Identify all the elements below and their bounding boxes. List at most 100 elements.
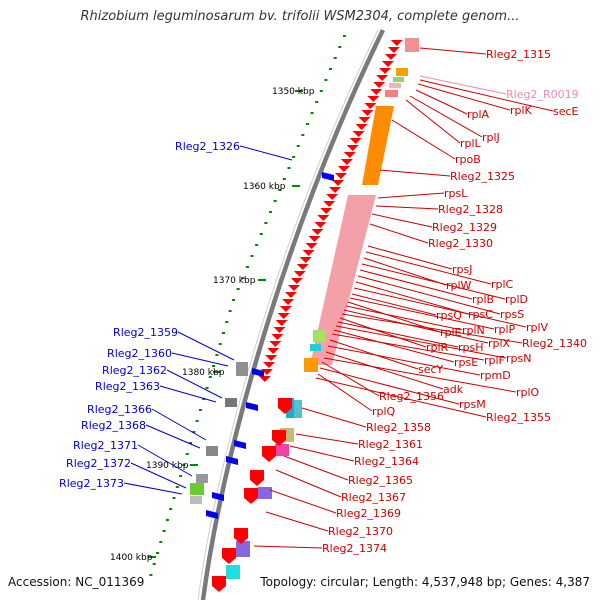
gene-label[interactable]: rpsJ [452, 263, 472, 276]
gene-label[interactable]: Rleg2_1364 [354, 455, 419, 468]
scale-tick-label: 1370 kbp [213, 276, 256, 286]
scale-dot [245, 266, 249, 268]
scale-dot [278, 189, 282, 191]
scale-tick [258, 279, 266, 281]
forward-gene-arrow [311, 229, 324, 235]
feature-block [196, 474, 208, 483]
gene-label[interactable]: rplB [472, 293, 494, 306]
label-connector [371, 213, 433, 228]
scale-dot [292, 156, 296, 158]
label-connector [323, 357, 517, 393]
gene-label[interactable]: rplO [516, 386, 540, 399]
label-connector [341, 313, 523, 344]
gene-label[interactable]: Rleg2_1373 [59, 477, 124, 490]
gene-label[interactable]: Rleg2_1361 [358, 438, 423, 451]
gene-label[interactable]: secY [418, 363, 444, 376]
gene-label[interactable]: Rleg2_1372 [66, 457, 131, 470]
label-connector [171, 352, 229, 367]
gene-label[interactable]: rplK [510, 104, 533, 117]
gene-label[interactable]: rpoB [455, 153, 481, 166]
scale-dot [301, 134, 305, 136]
scale-tick-label: 1360 kbp [243, 182, 286, 192]
gene-label[interactable]: rplV [526, 321, 549, 334]
gene-label[interactable]: Rleg2_1370 [328, 525, 393, 538]
scale-tick-label: 1400 kbp [110, 553, 153, 563]
forward-gene-arrow [346, 145, 359, 151]
gene-label[interactable]: rpmD [480, 369, 511, 382]
scale-dot [287, 167, 291, 169]
forward-gene-arrow [296, 264, 309, 270]
gene-label[interactable]: rplA [467, 108, 490, 121]
gene-label[interactable]: Rleg2_1329 [432, 221, 497, 234]
gene-label[interactable]: rplE [440, 326, 462, 339]
feature-block [206, 446, 218, 456]
gene-label[interactable]: rplC [491, 278, 514, 291]
gene-label[interactable]: rplQ [372, 405, 396, 418]
gene-label[interactable]: Rleg2_1356 [379, 390, 444, 403]
gene-label[interactable]: Rleg2_1315 [486, 48, 551, 61]
gene-label[interactable]: rpsE [454, 356, 478, 369]
gene-label[interactable]: rpsS [500, 308, 524, 321]
gene-label[interactable]: Rleg2_1328 [438, 203, 503, 216]
forward-gene-arrow [326, 194, 339, 200]
reverse-gene-arrow [212, 492, 224, 501]
feature-block [304, 358, 318, 372]
gene-label[interactable]: Rleg2_1330 [428, 237, 493, 250]
scale-dot [255, 244, 259, 246]
gene-label[interactable]: rplL [460, 137, 482, 150]
gene-label[interactable]: Rleg2_1355 [486, 411, 551, 424]
scale-dot [198, 409, 202, 411]
forward-gene-arrow [323, 201, 336, 207]
gene-label[interactable]: Rleg2_1325 [450, 170, 515, 183]
gene-label[interactable]: Rleg2_1362 [102, 364, 167, 377]
gene-label[interactable]: rplN [462, 324, 485, 337]
gene-label[interactable]: rpsL [444, 187, 468, 200]
gene-label[interactable]: Rleg2_1359 [113, 326, 178, 339]
label-connector [289, 445, 355, 462]
scale-dot [182, 464, 186, 466]
label-connector [345, 305, 463, 331]
scale-ticks: 1350 kbp 1360 kbp 1370 kbp 1380 kbp 1390 kbp… [110, 35, 346, 576]
gene-label[interactable]: Rleg2_1369 [336, 507, 401, 520]
gene-label[interactable]: Rleg2_1360 [107, 347, 172, 360]
gene-label[interactable]: rpsH [458, 341, 484, 354]
gene-label[interactable]: Rleg2_1326 [175, 140, 240, 153]
gene-label[interactable]: Rleg2_R0019 [506, 88, 579, 101]
gene-label[interactable]: Rleg2_1374 [322, 542, 387, 555]
gene-label[interactable]: Rleg2_1368 [81, 419, 146, 432]
gene-label[interactable]: Rleg2_1358 [366, 421, 431, 434]
gene-label[interactable]: rplP [494, 323, 516, 336]
gene-label[interactable]: adk [443, 383, 464, 396]
gene-label[interactable]: secE [553, 105, 579, 118]
gene-label[interactable]: rpsM [459, 398, 486, 411]
gene-label[interactable]: rplW [446, 279, 472, 292]
gene-label[interactable]: Rleg2_1371 [73, 439, 138, 452]
label-connector [369, 223, 429, 244]
label-connector [177, 331, 235, 361]
forward-gene-arrow [317, 215, 330, 221]
gene-label[interactable]: rplF [484, 354, 505, 367]
gene-label[interactable]: rplD [505, 293, 528, 306]
gene-label[interactable]: Rleg2_1363 [95, 380, 160, 393]
label-connector [265, 511, 329, 532]
forward-gene-arrow [244, 488, 258, 504]
forward-gene-arrow [260, 369, 273, 375]
forward-gene-arrow [379, 68, 392, 74]
label-connector [331, 333, 485, 361]
accession-text: Accession: NC_011369 [8, 575, 145, 589]
gene-label[interactable]: rplJ [482, 131, 500, 144]
scale-dot [264, 222, 268, 224]
gene-label[interactable]: Rleg2_1365 [348, 474, 413, 487]
gene-label[interactable]: rpsQ [436, 309, 462, 322]
gene-label[interactable]: Rleg2_1366 [87, 403, 152, 416]
gene-label[interactable]: rpsC [468, 308, 493, 321]
scale-dot [179, 475, 183, 477]
gene-label[interactable]: rplR [426, 341, 449, 354]
gene-label[interactable]: Rleg2_1340 [522, 337, 587, 350]
gene-label[interactable]: rpsN [506, 352, 531, 365]
forward-gene-arrow [305, 243, 318, 249]
feature-block [236, 362, 248, 376]
gene-label[interactable]: Rleg2_1367 [341, 491, 406, 504]
gene-label[interactable]: rplX [488, 337, 511, 350]
label-connector [327, 345, 481, 376]
